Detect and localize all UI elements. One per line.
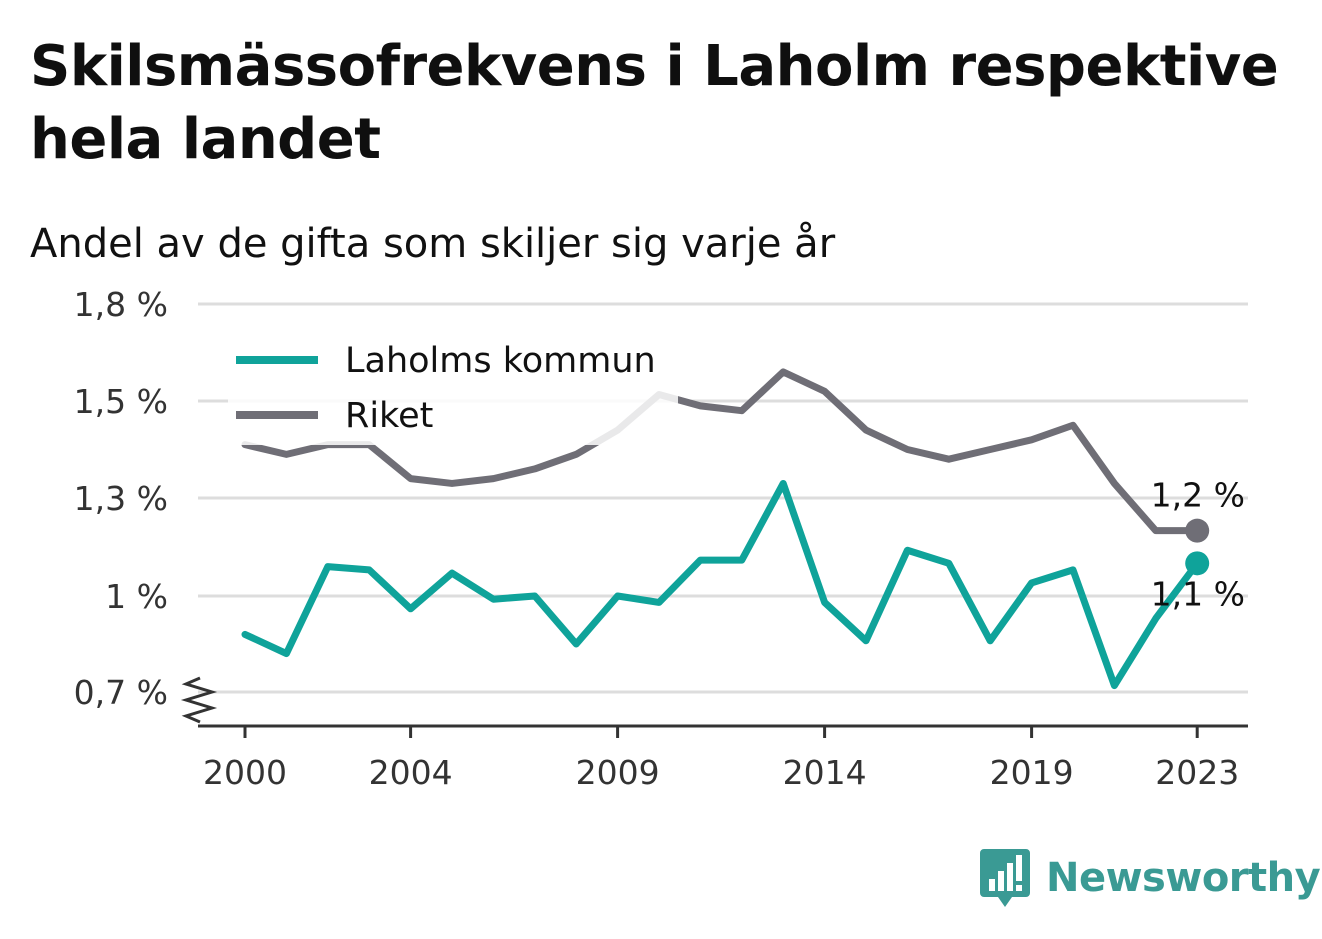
end-labels: 1,1 % 1,2 % [1151, 476, 1245, 614]
y-axis-break [180, 676, 218, 724]
gridlines: 0,7 % 1 % 1,3 % 1,5 % 1,8 % [74, 285, 1248, 712]
end-marker-riket [1185, 518, 1210, 543]
x-tick-label: 2009 [576, 753, 660, 792]
y-tick-label: 1 % [105, 577, 168, 616]
legend-label-riket: Riket [345, 396, 433, 436]
y-tick-label: 1,8 % [74, 285, 168, 324]
legend-background [228, 335, 678, 445]
end-label-laholm: 1,1 % [1151, 574, 1245, 613]
series [241, 368, 1201, 690]
brand-name: Newsworthy [1046, 855, 1321, 901]
chart-title: Skilsmässofrekvens i Laholm respektive h… [30, 34, 1279, 172]
x-tick-label: 2004 [369, 753, 453, 792]
legend: Laholms kommun Riket [228, 335, 678, 445]
end-label-riket: 1,2 % [1151, 476, 1245, 515]
y-tick-label: 1,3 % [74, 479, 168, 518]
series-line-riket [241, 368, 1201, 535]
axes: 2000 2004 2009 2014 2019 2023 [180, 676, 1248, 792]
x-tick-label: 2000 [203, 753, 287, 792]
x-tick-label: 2023 [1155, 753, 1239, 792]
x-tick-label: 2019 [990, 753, 1074, 792]
series-line-laholm [241, 479, 1201, 690]
brand-logo: Newsworthy [980, 846, 1321, 910]
y-tick-label: 0,7 % [74, 673, 168, 712]
y-tick-label: 1,5 % [74, 382, 168, 421]
end-marker-laholm [1185, 551, 1210, 576]
chart-subtitle: Andel av de gifta som skiljer sig varje … [30, 221, 836, 267]
x-tick-label: 2014 [783, 753, 867, 792]
legend-label-laholm: Laholms kommun [345, 341, 656, 381]
newsworthy-icon [980, 849, 1030, 907]
